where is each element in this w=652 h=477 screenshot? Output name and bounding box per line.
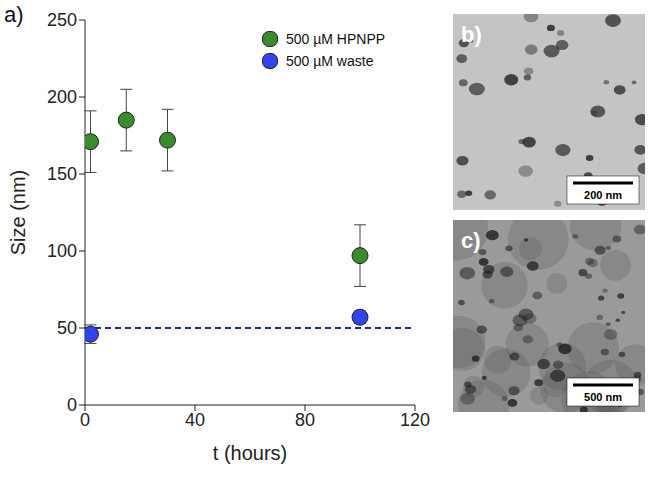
svg-text:200: 200 (47, 87, 77, 107)
html-text:500 µM HPNPP: 500 µM HPNPP (286, 31, 386, 47)
svg-text:Size (nm): Size (nm) (7, 170, 29, 256)
svg-text:200 nm: 200 nm (584, 189, 622, 201)
html-text:a): a) (4, 2, 24, 27)
svg-text:50: 50 (57, 318, 77, 338)
svg-text:c): c) (461, 228, 481, 253)
svg-text:120: 120 (400, 410, 430, 430)
html-text:500 µM waste: 500 µM waste (286, 53, 374, 69)
svg-text:80: 80 (295, 410, 315, 430)
svg-text:t (hours): t (hours) (213, 442, 287, 464)
svg-text:250: 250 (47, 10, 77, 30)
svg-text:b): b) (461, 22, 482, 47)
svg-text:0: 0 (67, 395, 77, 415)
svg-text:0: 0 (80, 410, 90, 430)
svg-text:100: 100 (47, 241, 77, 261)
svg-text:150: 150 (47, 164, 77, 184)
svg-text:500 nm: 500 nm (584, 391, 622, 403)
svg-text:40: 40 (185, 410, 205, 430)
